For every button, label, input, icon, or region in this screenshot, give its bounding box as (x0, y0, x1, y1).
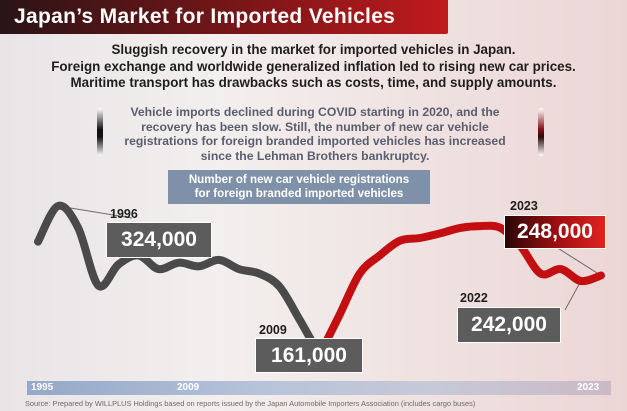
decorative-bar-left (97, 108, 103, 156)
value-box-1996: 324,000 (106, 222, 212, 258)
legend-line-1: Number of new car vehicle registrations (188, 173, 410, 186)
leader-line-2022 (564, 280, 582, 311)
headline-line-1: Sluggish recovery in the market for impo… (111, 42, 516, 57)
source-note: Source: Prepared by WILLPLUS Holdings ba… (25, 399, 476, 408)
series-line-2009-2023 (315, 221, 605, 359)
subnote-line-3: registrations for foreign branded import… (124, 134, 506, 148)
axis-label-start: 1995 (31, 382, 54, 393)
value-2009: 161,000 (271, 343, 347, 367)
title-bar: Japan’s Market for Imported Vehicles (0, 0, 448, 34)
year-label-2009: 2009 (259, 323, 287, 337)
subnote-line-4: since the Lehman Brothers bankruptcy. (200, 148, 430, 163)
chart-legend: Number of new car vehicle registrations … (168, 170, 430, 204)
axis-label-end: 2023 (577, 382, 600, 393)
year-label-1996: 1996 (110, 207, 138, 221)
legend-line-2: for foreign branded imported vehicles (194, 187, 404, 200)
value-box-2009: 161,000 (255, 338, 363, 373)
year-label-2022: 2022 (460, 291, 488, 305)
decorative-bar-right (538, 108, 544, 156)
value-2022: 242,000 (471, 313, 547, 336)
sub-note: Vehicle imports declined during COVID st… (90, 105, 540, 163)
page-title: Japan’s Market for Imported Vehicles (14, 5, 396, 28)
headline-line-3: Maritime transport has drawbacks such as… (70, 75, 557, 90)
series-line-1995-2009 (34, 201, 324, 359)
year-label-2023: 2023 (510, 199, 538, 213)
value-2023: 248,000 (517, 220, 593, 243)
headline: Sluggish recovery in the market for impo… (0, 42, 627, 92)
axis-label-mid: 2009 (177, 382, 200, 393)
value-box-2022: 242,000 (457, 307, 561, 343)
subnote-line-2: recovery has been slow. Still, the numbe… (141, 119, 489, 134)
value-1996: 324,000 (121, 228, 197, 251)
headline-line-2: Foreign exchange and worldwide generaliz… (51, 58, 576, 74)
subnote-line-1: Vehicle imports declined during COVID st… (130, 105, 500, 119)
value-box-2023: 248,000 (504, 215, 606, 249)
x-axis-bar (27, 381, 611, 395)
